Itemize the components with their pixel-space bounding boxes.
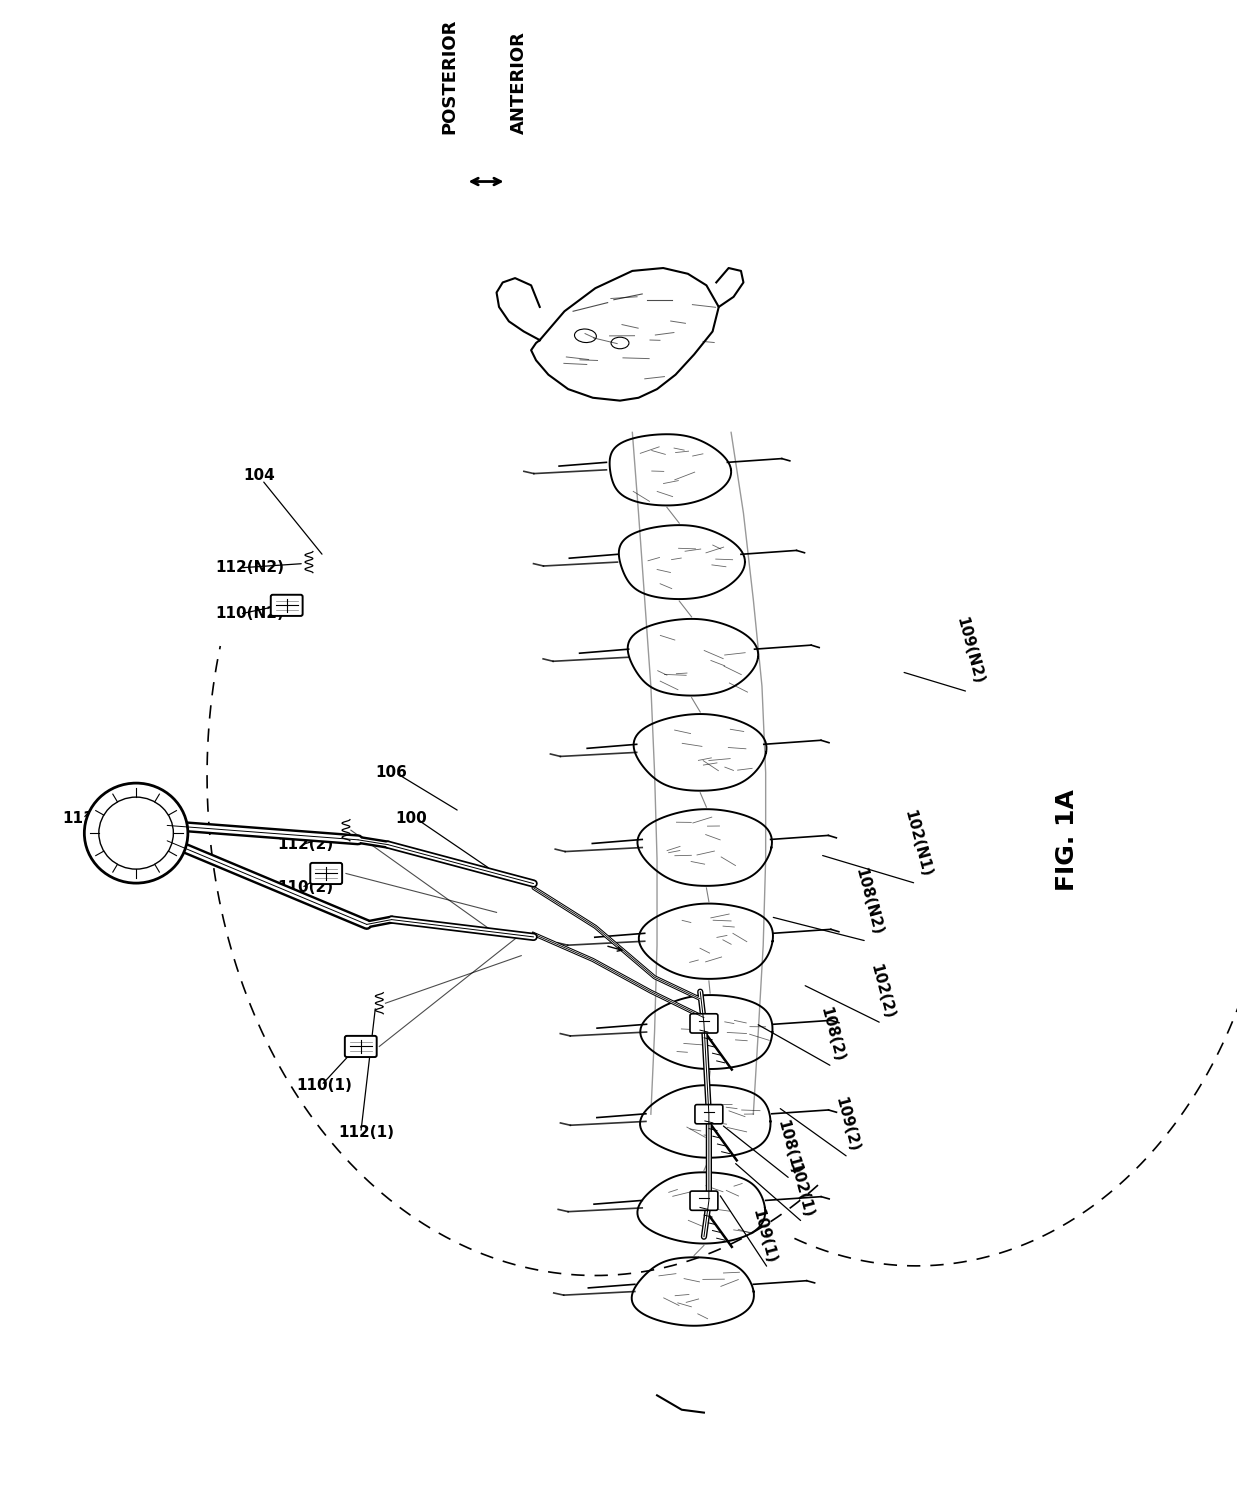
FancyBboxPatch shape [689, 1192, 718, 1210]
Text: 108(2): 108(2) [817, 1006, 847, 1064]
Circle shape [84, 782, 188, 883]
Text: 109(N2): 109(N2) [954, 616, 986, 687]
Text: 112(1): 112(1) [339, 1126, 394, 1141]
Text: 112(2): 112(2) [277, 836, 334, 851]
FancyBboxPatch shape [270, 595, 303, 616]
Text: 110(N2): 110(N2) [215, 607, 284, 622]
FancyBboxPatch shape [689, 1013, 718, 1033]
Text: 110(2): 110(2) [277, 880, 334, 895]
Text: 111: 111 [62, 811, 93, 826]
Text: 102(N1): 102(N1) [901, 809, 934, 880]
Text: FIG. 1A: FIG. 1A [1055, 790, 1079, 892]
Text: ANTERIOR: ANTERIOR [510, 31, 528, 133]
Text: 112(N2): 112(N2) [215, 561, 284, 576]
Text: 109(1): 109(1) [750, 1208, 779, 1265]
Text: 109(2): 109(2) [832, 1094, 862, 1153]
Text: 102(1): 102(1) [786, 1162, 816, 1220]
Text: 110(1): 110(1) [296, 1078, 352, 1093]
Text: 100: 100 [396, 811, 427, 826]
Text: 106: 106 [376, 764, 408, 779]
Text: 108(N2): 108(N2) [852, 866, 884, 937]
FancyBboxPatch shape [310, 863, 342, 884]
Text: 102(2): 102(2) [867, 962, 897, 1021]
Text: 104: 104 [243, 468, 275, 483]
FancyBboxPatch shape [345, 1036, 377, 1057]
Text: 108(1): 108(1) [774, 1118, 804, 1177]
Text: POSTERIOR: POSTERIOR [440, 18, 459, 133]
FancyBboxPatch shape [694, 1105, 723, 1124]
